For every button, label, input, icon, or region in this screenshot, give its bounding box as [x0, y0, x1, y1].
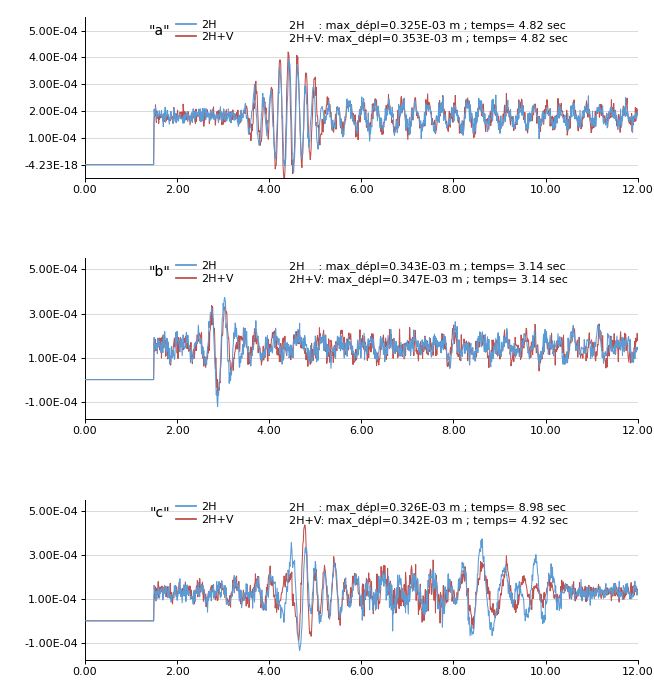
Legend: 2H, 2H+V: 2H, 2H+V: [176, 261, 233, 283]
Text: "a": "a": [149, 23, 171, 38]
Text: 2H    : max_dépl=0.326E-03 m ; temps= 8.98 sec
2H+V: max_dépl=0.342E-03 m ; temp: 2H : max_dépl=0.326E-03 m ; temps= 8.98 …: [290, 503, 568, 528]
Legend: 2H, 2H+V: 2H, 2H+V: [176, 19, 233, 43]
Legend: 2H, 2H+V: 2H, 2H+V: [176, 502, 233, 525]
Text: 2H    : max_dépl=0.343E-03 m ; temps= 3.14 sec
2H+V: max_dépl=0.347E-03 m ; temp: 2H : max_dépl=0.343E-03 m ; temps= 3.14 …: [290, 261, 568, 286]
Text: 2H    : max_dépl=0.325E-03 m ; temps= 4.82 sec
2H+V: max_dépl=0.353E-03 m ; temp: 2H : max_dépl=0.325E-03 m ; temps= 4.82 …: [290, 21, 568, 45]
Text: "c": "c": [149, 506, 170, 520]
Text: "b": "b": [148, 265, 171, 279]
